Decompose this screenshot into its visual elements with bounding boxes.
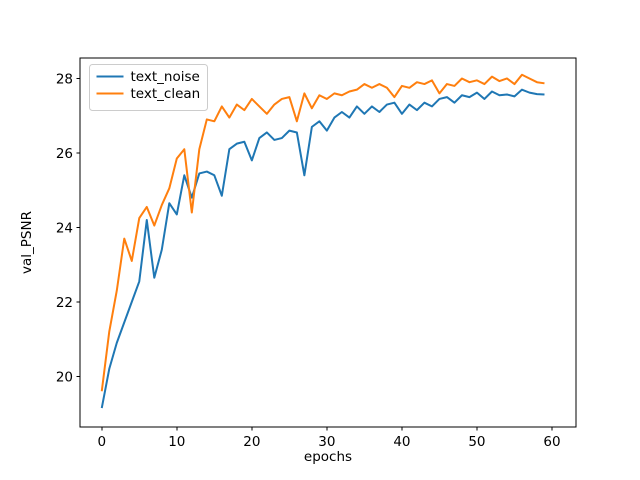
plot-border [79,57,577,428]
series-line-text_clean [100,73,545,392]
legend-item-label: text_clean [131,86,201,102]
y-tick-label: 26 [56,146,73,162]
y-tick-label: 28 [56,71,73,87]
x-axis-ticks: 0 10 20 30 40 50 60 [97,427,561,450]
x-tick-label: 30 [318,434,335,450]
y-tick-label: 22 [56,295,73,311]
axes-frame [79,57,577,428]
x-tick-label: 0 [97,434,106,450]
data-series [100,73,545,409]
y-axis-label: val_PSNR [19,211,35,274]
legend-item-label: text_noise [131,69,200,85]
x-tick-label: 10 [168,434,185,450]
x-axis-label: epochs [304,449,352,465]
series-line-text_noise [100,88,545,409]
y-tick-label: 20 [56,369,73,385]
x-tick-label: 50 [468,434,485,450]
y-axis-ticks: 20 22 24 26 28 [56,71,80,385]
x-tick-label: 20 [243,434,260,450]
x-tick-label: 60 [543,434,560,450]
y-tick-label: 24 [56,220,73,236]
x-tick-label: 40 [393,434,410,450]
